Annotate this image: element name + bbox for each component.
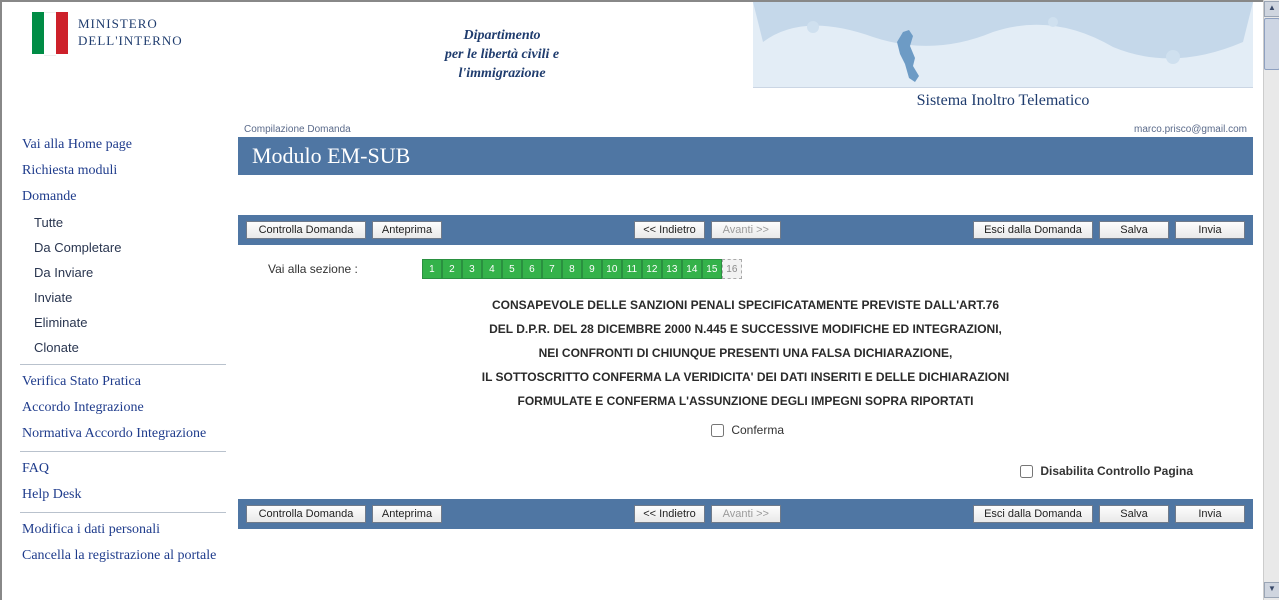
conferma-row: Conferma	[238, 419, 1253, 458]
invia-button[interactable]: Invia	[1175, 505, 1245, 523]
system-title: Sistema Inoltro Telematico	[753, 87, 1253, 114]
declaration-text: CONSAPEVOLE DELLE SANZIONI PENALI SPECIF…	[238, 289, 1253, 419]
ministry-line1: MINISTERO	[78, 16, 183, 33]
controlla-button[interactable]: Controlla Domanda	[246, 221, 366, 239]
sidebar-item[interactable]: FAQ	[20, 456, 226, 482]
section-page[interactable]: 12	[642, 259, 662, 279]
disabilita-row: Disabilita Controllo Pagina	[238, 458, 1253, 499]
declaration-line: CONSAPEVOLE DELLE SANZIONI PENALI SPECIF…	[278, 293, 1213, 317]
conferma-label[interactable]: Conferma	[707, 423, 784, 437]
section-page[interactable]: 2	[442, 259, 462, 279]
section-page[interactable]: 11	[622, 259, 642, 279]
sidebar-item[interactable]: Da Completare	[20, 235, 226, 260]
indietro-button[interactable]: << Indietro	[634, 505, 705, 523]
section-label: Vai alla sezione :	[268, 262, 358, 276]
app-viewport: MINISTERO DELL'INTERNO Dipartimentoper l…	[0, 0, 1263, 600]
sidebar-item[interactable]: Accordo Integrazione	[20, 395, 226, 421]
avanti-button: Avanti >>	[711, 221, 781, 239]
sidebar-item[interactable]: Eliminate	[20, 310, 226, 335]
indietro-button[interactable]: << Indietro	[634, 221, 705, 239]
sidebar-item[interactable]: Inviate	[20, 285, 226, 310]
section-page-current: 16	[722, 259, 742, 279]
section-page[interactable]: 13	[662, 259, 682, 279]
conferma-text: Conferma	[731, 423, 784, 437]
italy-flag-icon	[32, 12, 68, 54]
scroll-down-icon[interactable]: ▼	[1264, 582, 1279, 598]
sidebar-item[interactable]: Modifica i dati personali	[20, 517, 226, 543]
vertical-scrollbar[interactable]: ▲ ▼	[1263, 0, 1279, 600]
section-page[interactable]: 3	[462, 259, 482, 279]
header: MINISTERO DELL'INTERNO Dipartimentoper l…	[2, 2, 1263, 122]
anteprima-button[interactable]: Anteprima	[372, 505, 442, 523]
sidebar-item[interactable]: Verifica Stato Pratica	[20, 369, 226, 395]
page-links: 12345678910111213141516	[422, 259, 742, 279]
sidebar-item[interactable]: Domande	[20, 184, 226, 210]
section-page[interactable]: 6	[522, 259, 542, 279]
main-area: Compilazione Domanda marco.prisco@gmail.…	[232, 122, 1263, 579]
breadcrumb: Compilazione Domanda	[244, 124, 351, 135]
logo-block: MINISTERO DELL'INTERNO	[32, 12, 183, 54]
sidebar-item[interactable]: Tutte	[20, 210, 226, 235]
section-page[interactable]: 7	[542, 259, 562, 279]
ministry-line2: DELL'INTERNO	[78, 33, 183, 50]
section-page[interactable]: 5	[502, 259, 522, 279]
avanti-button: Avanti >>	[711, 505, 781, 523]
sidebar-item[interactable]: Help Desk	[20, 482, 226, 508]
sidebar-item[interactable]: Cancella la registrazione al portale	[20, 543, 226, 569]
declaration-line: DEL D.P.R. DEL 28 DICEMBRE 2000 N.445 E …	[278, 317, 1213, 341]
esci-button[interactable]: Esci dalla Domanda	[973, 505, 1093, 523]
declaration-line: NEI CONFRONTI DI CHIUNQUE PRESENTI UNA F…	[278, 341, 1213, 365]
disabilita-text: Disabilita Controllo Pagina	[1040, 464, 1193, 478]
section-page[interactable]: 9	[582, 259, 602, 279]
controlla-button[interactable]: Controlla Domanda	[246, 505, 366, 523]
user-email: marco.prisco@gmail.com	[1134, 124, 1247, 135]
disabilita-checkbox[interactable]	[1020, 465, 1033, 478]
section-page[interactable]: 10	[602, 259, 622, 279]
esci-button[interactable]: Esci dalla Domanda	[973, 221, 1093, 239]
salva-button[interactable]: Salva	[1099, 505, 1169, 523]
form-panel: Controlla Domanda Anteprima << Indietro Ava…	[238, 215, 1253, 529]
salva-button[interactable]: Salva	[1099, 221, 1169, 239]
sidebar: Vai alla Home pageRichiesta moduliDomand…	[2, 122, 232, 579]
scroll-thumb[interactable]	[1264, 18, 1279, 70]
declaration-line: IL SOTTOSCRITTO CONFERMA LA VERIDICITA' …	[278, 365, 1213, 389]
section-page[interactable]: 4	[482, 259, 502, 279]
scroll-up-icon[interactable]: ▲	[1264, 1, 1279, 17]
section-page[interactable]: 8	[562, 259, 582, 279]
declaration-line: FORMULATE E CONFERMA L'ASSUNZIONE DEGLI …	[278, 389, 1213, 413]
anteprima-button[interactable]: Anteprima	[372, 221, 442, 239]
sidebar-item[interactable]: Richiesta moduli	[20, 158, 226, 184]
top-row: Compilazione Domanda marco.prisco@gmail.…	[238, 122, 1253, 137]
sidebar-item[interactable]: Da Inviare	[20, 260, 226, 285]
ministry-name: MINISTERO DELL'INTERNO	[78, 16, 183, 50]
department-title: Dipartimentoper le libertà civili el'imm…	[392, 27, 612, 84]
sidebar-item[interactable]: Normativa Accordo Integrazione	[20, 421, 226, 447]
page-title: Modulo EM-SUB	[238, 137, 1253, 175]
sidebar-item[interactable]: Vai alla Home page	[20, 132, 226, 158]
content-columns: Vai alla Home pageRichiesta moduliDomand…	[2, 122, 1263, 579]
section-page[interactable]: 1	[422, 259, 442, 279]
button-bar-bottom: Controlla Domanda Anteprima << Indietro Ava…	[238, 499, 1253, 529]
conferma-checkbox[interactable]	[711, 424, 724, 437]
sidebar-item[interactable]: Clonate	[20, 335, 226, 360]
section-page[interactable]: 15	[702, 259, 722, 279]
disabilita-label[interactable]: Disabilita Controllo Pagina	[1016, 464, 1193, 478]
button-bar-top: Controlla Domanda Anteprima << Indietro Ava…	[238, 215, 1253, 245]
section-page[interactable]: 14	[682, 259, 702, 279]
invia-button[interactable]: Invia	[1175, 221, 1245, 239]
section-nav: Vai alla sezione : 123456789101112131415…	[238, 245, 1253, 289]
